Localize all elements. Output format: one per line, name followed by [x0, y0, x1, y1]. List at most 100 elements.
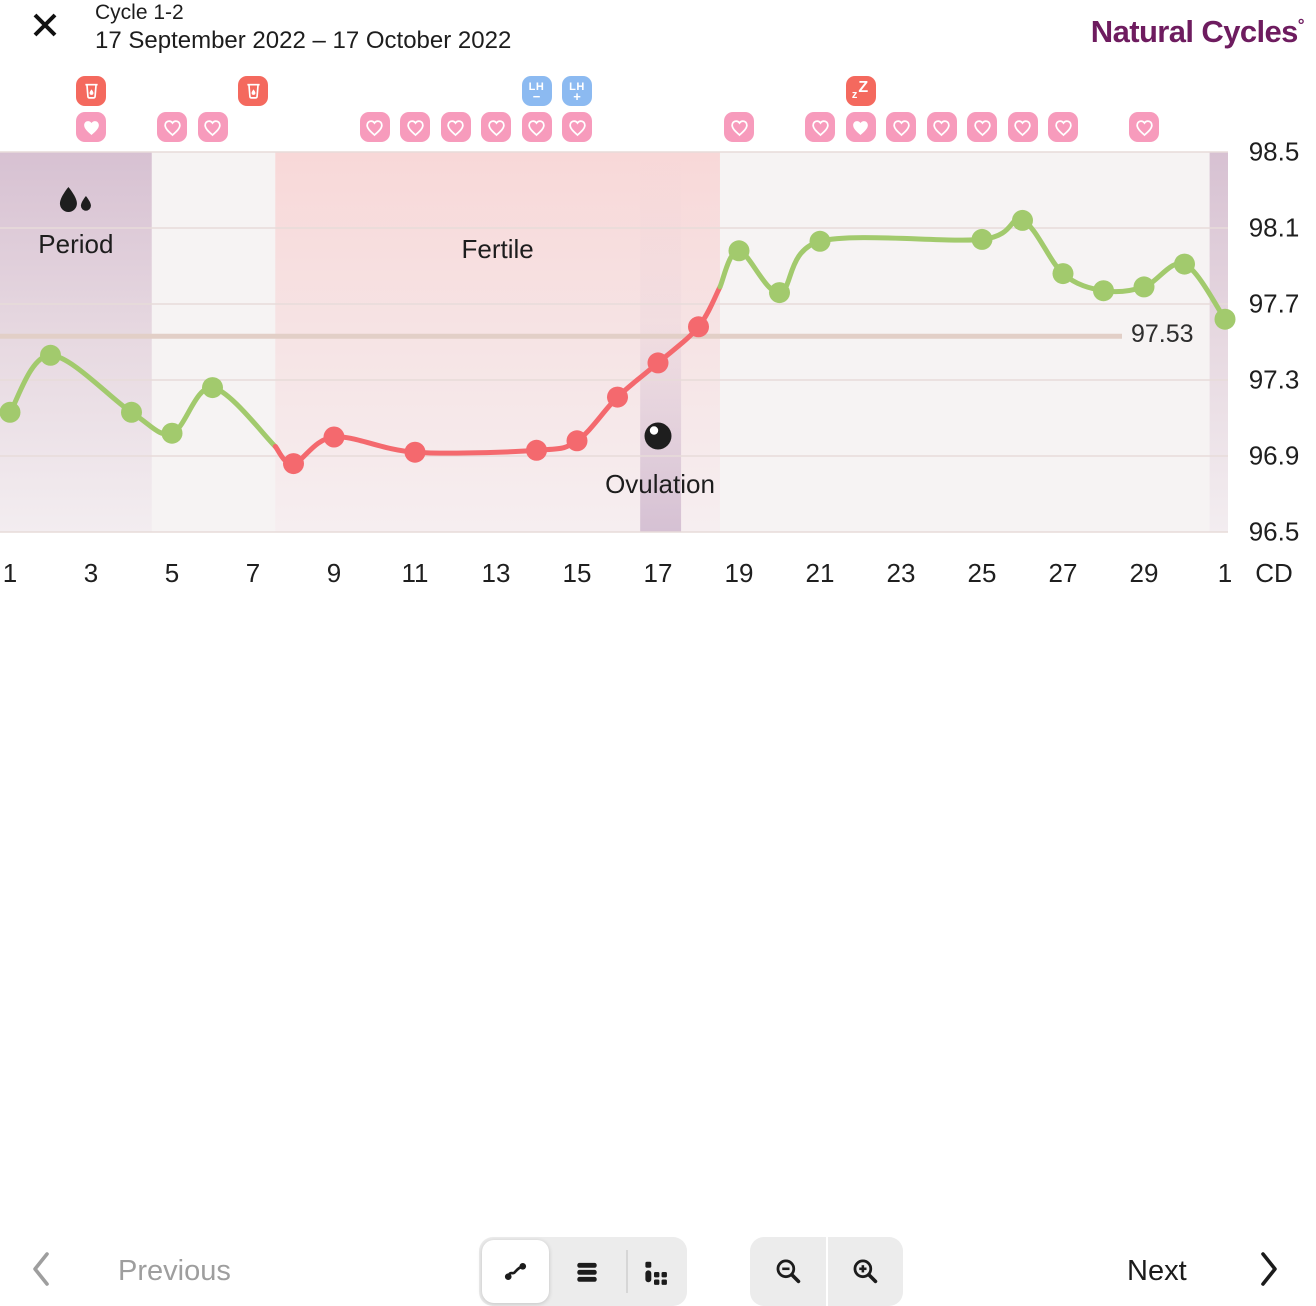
temp-point-day-25[interactable]	[971, 228, 993, 250]
page-title: Cycle 1-2	[95, 1, 184, 24]
temp-point-day-1[interactable]	[0, 401, 21, 423]
region-period	[0, 152, 152, 532]
y-tick-97.7: 97.7	[1248, 288, 1300, 319]
heart-outline-icon-day-27[interactable]	[1048, 112, 1078, 142]
x-tick-23: 23	[886, 558, 916, 588]
temp-point-day-5[interactable]	[161, 422, 183, 444]
list-icon	[576, 1262, 597, 1282]
y-tick-98.5: 98.5	[1248, 136, 1300, 167]
temp-point-day-20[interactable]	[769, 282, 790, 304]
region-next-period	[1209, 152, 1228, 532]
heart-outline-icon-day-19[interactable]	[724, 112, 754, 142]
next-button[interactable]	[1258, 1251, 1280, 1292]
x-tick-15: 15	[562, 558, 592, 588]
chart-view-button[interactable]	[482, 1240, 549, 1303]
period-label: Period	[38, 229, 114, 259]
dots-grid-icon	[644, 1261, 667, 1285]
temp-point-day-21[interactable]	[809, 230, 831, 252]
x-tick-3: 3	[83, 558, 99, 588]
heart-filled-icon-day-22[interactable]	[845, 112, 876, 142]
heart-outline-icon-day-11[interactable]	[400, 112, 430, 142]
bottom-toolbar: Previous	[0, 616, 1316, 1306]
temp-point-day-27[interactable]	[1052, 263, 1074, 285]
previous-label[interactable]: Previous	[118, 1255, 231, 1287]
temp-point-day-29[interactable]	[1133, 276, 1155, 298]
heart-outline-icon-day-24[interactable]	[926, 112, 957, 142]
temp-point-day-11[interactable]	[404, 441, 426, 463]
x-axis-unit-label: CD	[1255, 558, 1293, 588]
heart-outline-icon-day-25[interactable]	[967, 112, 997, 142]
cycle-date-range: 17 September 2022 – 17 October 2022	[95, 27, 512, 54]
heart-outline-icon-day-23[interactable]	[886, 112, 916, 142]
temp-point-day-9[interactable]	[323, 426, 345, 448]
lh-test-negative-icon-day-14[interactable]: LH −	[521, 76, 552, 106]
temp-point-day-6[interactable]	[202, 377, 223, 399]
previous-button[interactable]	[30, 1251, 52, 1292]
temp-point-day-15[interactable]	[566, 430, 588, 452]
temp-point-day-2[interactable]	[40, 344, 61, 366]
heart-outline-icon-day-14[interactable]	[521, 112, 552, 142]
natural-cycles-logo: Natural Cycles°	[1090, 14, 1305, 49]
zoom-in-button[interactable]	[827, 1237, 903, 1306]
temp-point-day-30[interactable]	[1174, 253, 1195, 275]
x-tick-29: 29	[1129, 558, 1159, 588]
logo-degree-mark: °	[1297, 15, 1305, 35]
y-tick-97.3: 97.3	[1248, 364, 1300, 395]
heart-outline-icon-day-5[interactable]	[157, 112, 187, 142]
x-tick-31: 1	[1217, 558, 1231, 588]
temp-point-day-4[interactable]	[121, 401, 142, 423]
chevron-left-icon	[33, 1252, 49, 1286]
zoom-out-icon	[776, 1259, 801, 1283]
heart-outline-icon-day-26[interactable]	[1007, 112, 1038, 142]
close-button[interactable]	[26, 6, 64, 44]
period-drops-icon	[60, 187, 92, 212]
heart-outline-icon-day-21[interactable]	[805, 112, 835, 142]
line-chart-icon	[504, 1262, 527, 1281]
temp-point-day-18[interactable]	[688, 316, 709, 338]
temp-point-day-17[interactable]	[647, 352, 669, 374]
x-tick-7: 7	[245, 558, 261, 588]
ovulation-icon	[643, 421, 673, 456]
x-tick-21: 21	[805, 558, 835, 588]
y-tick-96.9: 96.9	[1248, 440, 1300, 471]
fertile-label: Fertile	[461, 234, 534, 264]
heart-outline-icon-day-10[interactable]	[359, 112, 390, 142]
next-label[interactable]: Next	[1127, 1255, 1187, 1287]
x-tick-27: 27	[1048, 558, 1078, 588]
ovulation-label: Ovulation	[605, 469, 715, 499]
menstrual-cup-icon-day-7[interactable]	[238, 76, 268, 106]
lh-test-positive-icon-day-15[interactable]: LH +	[562, 76, 592, 106]
heart-outline-icon-day-29[interactable]	[1129, 112, 1159, 142]
temp-point-day-31[interactable]	[1214, 308, 1236, 330]
temp-point-day-28[interactable]	[1093, 280, 1114, 302]
chart-view-switcher	[479, 1237, 687, 1306]
temp-point-day-16[interactable]	[607, 386, 628, 408]
heart-outline-icon-day-12[interactable]	[440, 112, 471, 142]
zoom-in-icon	[853, 1259, 878, 1283]
x-tick-25: 25	[967, 558, 997, 588]
temp-point-day-19[interactable]	[728, 240, 750, 262]
period-region-label-block: Period	[38, 186, 113, 260]
cycle-chart	[0, 151, 1236, 533]
temp-point-day-14[interactable]	[526, 439, 547, 461]
x-tick-19: 19	[724, 558, 754, 588]
temp-point-day-26[interactable]	[1012, 209, 1033, 231]
temp-point-day-8[interactable]	[283, 453, 304, 475]
x-tick-13: 13	[481, 558, 511, 588]
zoom-controls	[750, 1237, 903, 1306]
x-tick-5: 5	[164, 558, 180, 588]
x-tick-9: 9	[326, 558, 342, 588]
heart-outline-icon-day-15[interactable]	[562, 112, 592, 142]
list-view-button[interactable]	[553, 1237, 620, 1306]
scatter-view-button[interactable]	[620, 1237, 687, 1306]
x-tick-17: 17	[643, 558, 673, 588]
menstrual-cup-icon-day-3[interactable]	[76, 76, 106, 106]
ovulation-band	[640, 152, 682, 532]
heart-outline-icon-day-13[interactable]	[481, 112, 511, 142]
y-tick-96.5: 96.5	[1248, 516, 1300, 547]
heart-filled-icon-day-3[interactable]	[76, 112, 106, 142]
zoom-out-button[interactable]	[750, 1237, 826, 1306]
close-icon	[33, 13, 57, 37]
heart-outline-icon-day-6[interactable]	[197, 112, 228, 142]
